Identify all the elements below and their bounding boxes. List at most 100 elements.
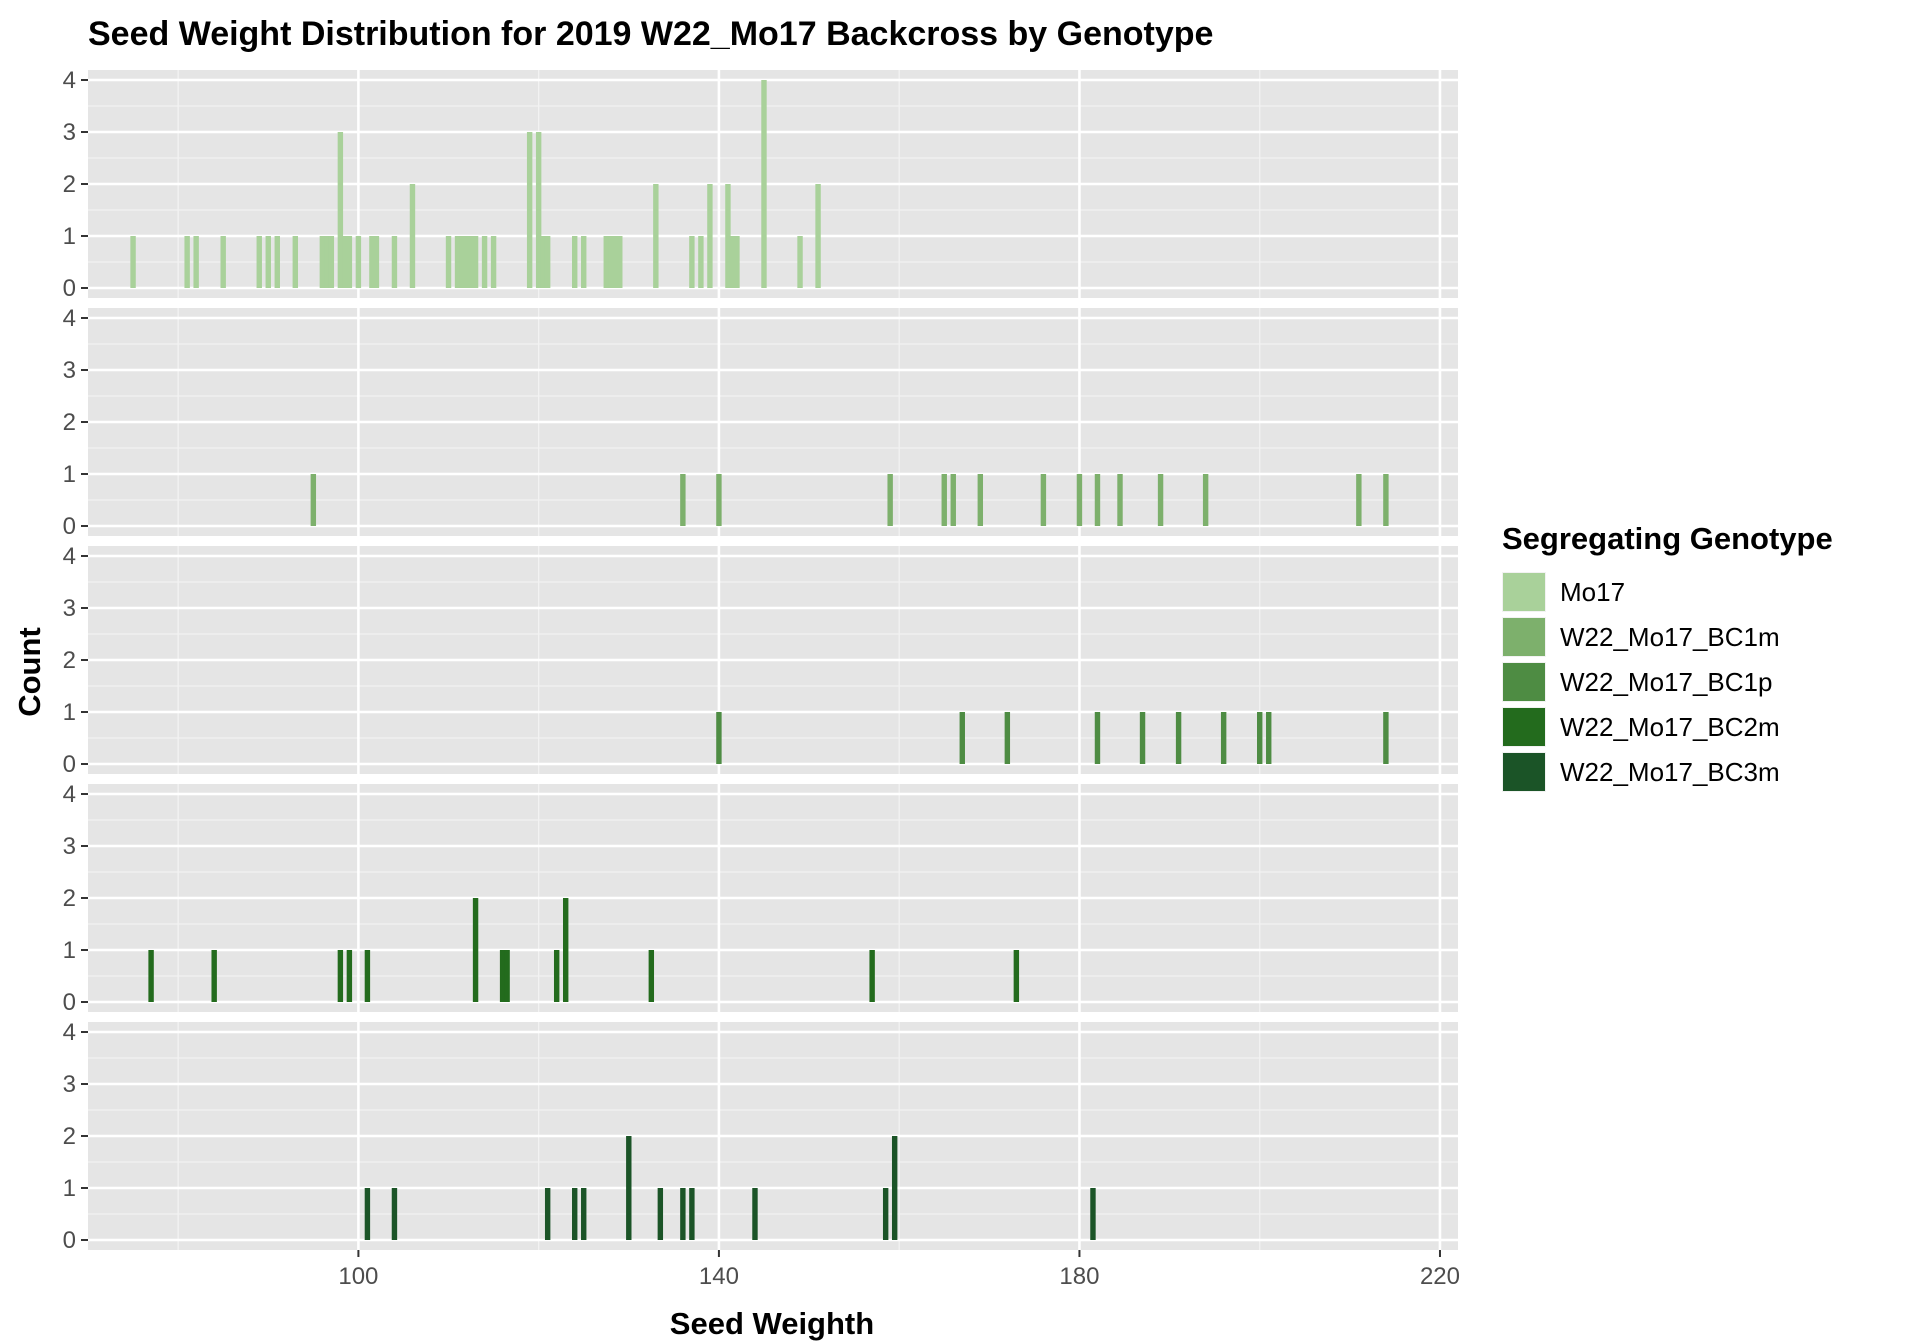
y-tick-label: 0 [63, 1227, 76, 1254]
y-tick-label: 2 [63, 885, 76, 912]
bar-Mo17 [274, 236, 280, 288]
y-tick-label: 0 [63, 275, 76, 302]
bar-Mo17 [761, 80, 767, 288]
bar-Mo17 [608, 236, 614, 288]
y-tick-label: 3 [63, 833, 76, 860]
bar-W22_Mo17_BC3m [657, 1188, 664, 1240]
bar-Mo17 [472, 236, 479, 288]
bar-Mo17 [342, 236, 348, 288]
x-axis-title: Seed Weighth [670, 1306, 874, 1341]
bar-Mo17 [373, 236, 380, 288]
x-tick-label: 140 [699, 1263, 739, 1290]
legend-title: Segregating Genotype [1502, 521, 1833, 556]
bar-W22_Mo17_BC3m [752, 1188, 758, 1240]
y-tick-label: 2 [63, 1123, 76, 1150]
bar-W22_Mo17_BC2m [148, 950, 154, 1002]
bar-W22_Mo17_BC1m [1040, 474, 1047, 526]
legend-swatch [1503, 663, 1545, 701]
legend-label: W22_Mo17_BC1p [1560, 667, 1772, 697]
legend-item: W22_Mo17_BC2m [1502, 707, 1780, 747]
bar-W22_Mo17_BC1m [941, 474, 947, 526]
y-tick-label: 4 [63, 781, 76, 808]
bar-Mo17 [292, 236, 299, 288]
legend: Segregating Genotype Mo17 W22_Mo17_BC1m W2… [1502, 521, 1833, 792]
y-tick-label: 0 [63, 513, 76, 540]
bar-Mo17 [328, 236, 335, 288]
bar-W22_Mo17_BC1p [1004, 712, 1011, 764]
bar-Mo17 [193, 236, 199, 288]
y-tick-label: 0 [63, 751, 76, 778]
bar-W22_Mo17_BC3m [364, 1188, 371, 1240]
bar-W22_Mo17_BC2m [337, 950, 344, 1002]
bar-W22_Mo17_BC1m [680, 474, 686, 526]
bar-Mo17 [729, 236, 736, 288]
y-tick-label: 3 [63, 357, 76, 384]
legend-item: W22_Mo17_BC3m [1502, 752, 1780, 792]
bar-W22_Mo17_BC3m [891, 1136, 898, 1240]
bar-Mo17 [698, 236, 704, 288]
bar-Mo17 [184, 236, 190, 288]
bar-Mo17 [653, 184, 659, 288]
bar-Mo17 [734, 236, 740, 288]
bar-Mo17 [707, 184, 713, 288]
y-tick-label: 1 [63, 461, 76, 488]
bar-Mo17 [346, 236, 353, 288]
y-tick-label: 2 [63, 409, 76, 436]
bar-W22_Mo17_BC2m [364, 950, 371, 1002]
facet-panel-W22_Mo17_BC2m: 0 1 2 3 4 [63, 781, 1458, 1016]
bar-W22_Mo17_BC1p [1257, 712, 1263, 764]
bar-Mo17 [265, 236, 271, 288]
y-tick-label: 0 [63, 989, 76, 1016]
x-tick-label: 180 [1059, 1263, 1099, 1290]
bar-W22_Mo17_BC3m [391, 1188, 398, 1240]
bar-Mo17 [324, 236, 330, 288]
chart-title: Seed Weight Distribution for 2019 W22_Mo… [88, 15, 1213, 53]
y-tick-label: 4 [63, 67, 76, 94]
bar-W22_Mo17_BC2m [648, 950, 655, 1002]
bar-Mo17 [612, 236, 618, 288]
bar-W22_Mo17_BC1p [959, 712, 965, 764]
bar-W22_Mo17_BC1m [1157, 474, 1164, 526]
legend-swatch [1503, 618, 1545, 656]
bar-W22_Mo17_BC1p [1383, 712, 1389, 764]
bar-Mo17 [603, 236, 609, 288]
bar-W22_Mo17_BC2m [1013, 950, 1020, 1002]
bar-Mo17 [319, 236, 326, 288]
facet-panel-Mo17: 0 1 2 3 4 [63, 67, 1458, 302]
facet-panel-W22_Mo17_BC3m: 0 1 2 3 4 [63, 1019, 1458, 1254]
bar-W22_Mo17_BC3m [572, 1188, 578, 1240]
bar-W22_Mo17_BC1p [1139, 712, 1146, 764]
bar-W22_Mo17_BC1p [1175, 712, 1182, 764]
bar-W22_Mo17_BC2m [562, 898, 569, 1002]
bar-W22_Mo17_BC3m [626, 1136, 632, 1240]
bar-W22_Mo17_BC2m [504, 950, 510, 1002]
x-tick-label: 100 [338, 1263, 378, 1290]
legend-label: W22_Mo17_BC2m [1560, 712, 1780, 742]
bar-W22_Mo17_BC1m [1117, 474, 1123, 526]
bar-Mo17 [130, 236, 136, 288]
bar-W22_Mo17_BC1m [1356, 474, 1362, 526]
x-axis: 100 140 180 220 [338, 1250, 1460, 1290]
bar-Mo17 [617, 236, 623, 288]
legend-swatch [1503, 708, 1545, 746]
bar-W22_Mo17_BC1m [310, 474, 317, 526]
bar-W22_Mo17_BC1m [1076, 474, 1083, 526]
legend-item: Mo17 [1502, 572, 1625, 612]
facet-panels: 0 1 2 3 4 0 1 2 3 4 0 1 2 3 4 0 1 2 3 4 0 1 2 3 4 [63, 67, 1458, 1254]
bar-W22_Mo17_BC2m [869, 950, 875, 1002]
y-tick-label: 1 [63, 223, 76, 250]
y-tick-label: 4 [63, 1019, 76, 1046]
y-tick-label: 1 [63, 1175, 76, 1202]
facet-panel-W22_Mo17_BC1p: 0 1 2 3 4 [63, 543, 1458, 778]
bar-W22_Mo17_BC3m [689, 1188, 695, 1240]
y-tick-label: 1 [63, 699, 76, 726]
bar-W22_Mo17_BC1m [977, 474, 984, 526]
y-tick-label: 4 [63, 543, 76, 570]
bar-W22_Mo17_BC3m [544, 1188, 551, 1240]
bar-W22_Mo17_BC2m [211, 950, 217, 1002]
bar-Mo17 [256, 236, 262, 288]
bar-Mo17 [409, 184, 416, 288]
y-tick-label: 1 [63, 937, 76, 964]
bar-W22_Mo17_BC2m [472, 898, 479, 1002]
bar-Mo17 [468, 236, 474, 288]
